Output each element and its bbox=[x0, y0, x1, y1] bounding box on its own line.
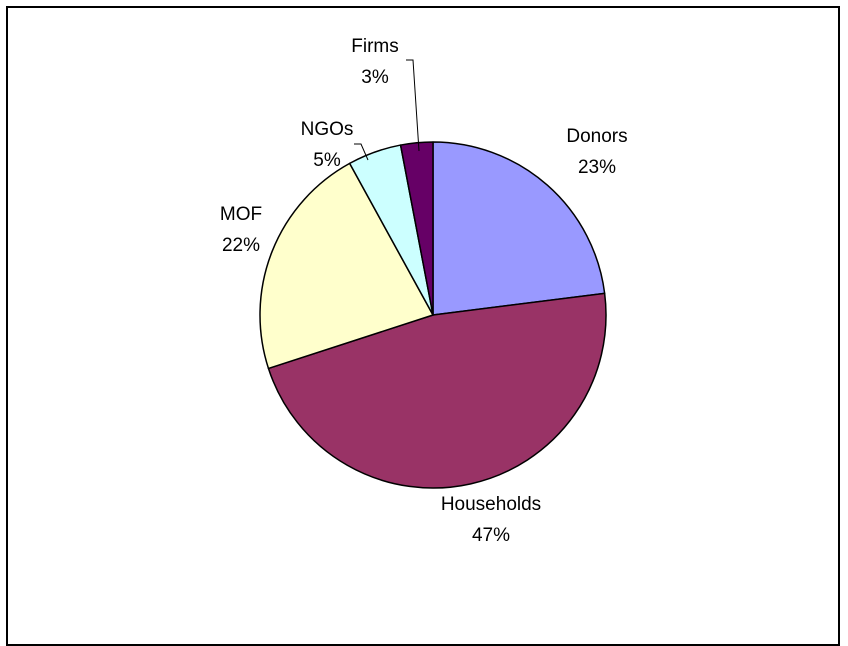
slice-percent-firms: 3% bbox=[361, 67, 389, 88]
slice-label-firms: Firms bbox=[351, 36, 398, 57]
slice-percent-donors: 23% bbox=[578, 157, 616, 178]
slice-percent-mof: 22% bbox=[222, 235, 260, 256]
pie-chart: Donors 23% Households 47% MOF 22% NGOs 5% Firms 3… bbox=[220, 36, 628, 546]
slice-label-mof: MOF bbox=[220, 204, 262, 225]
pie-slice-donors bbox=[432, 141, 606, 316]
pie-slices bbox=[259, 141, 607, 489]
leader-line-ngos bbox=[354, 143, 369, 161]
pie-slice-firms bbox=[399, 141, 434, 316]
pie-slice-mof bbox=[259, 162, 434, 370]
pie-slice-households bbox=[267, 292, 607, 489]
slice-label-donors: Donors bbox=[566, 126, 627, 147]
leader-line-firms bbox=[406, 59, 420, 152]
leader-lines bbox=[354, 59, 420, 161]
slice-label-households: Households bbox=[441, 494, 541, 515]
slice-percent-households: 47% bbox=[472, 525, 510, 546]
slice-label-ngos: NGOs bbox=[301, 119, 354, 140]
slice-percent-ngos: 5% bbox=[313, 150, 341, 171]
slice-labels: Donors 23% Households 47% MOF 22% NGOs 5% Firms 3… bbox=[220, 36, 628, 546]
